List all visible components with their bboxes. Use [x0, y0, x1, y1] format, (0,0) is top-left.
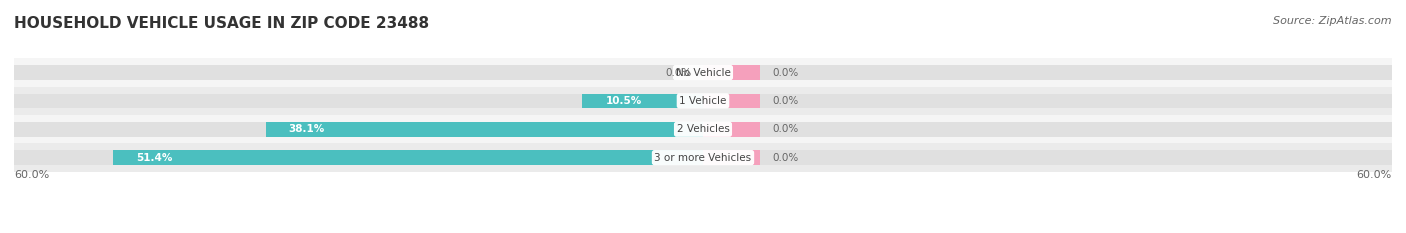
Bar [14, 65, 1392, 80]
Text: HOUSEHOLD VEHICLE USAGE IN ZIP CODE 23488: HOUSEHOLD VEHICLE USAGE IN ZIP CODE 2348… [14, 16, 429, 31]
Bar [14, 144, 1392, 172]
Text: 0.0%: 0.0% [772, 124, 799, 134]
Bar [14, 58, 1392, 87]
Bar [14, 93, 1392, 108]
Text: 1 Vehicle: 1 Vehicle [679, 96, 727, 106]
Text: 38.1%: 38.1% [288, 124, 325, 134]
Text: Source: ZipAtlas.com: Source: ZipAtlas.com [1274, 16, 1392, 26]
Text: 0.0%: 0.0% [772, 153, 799, 163]
Text: 51.4%: 51.4% [136, 153, 172, 163]
Text: 3 or more Vehicles: 3 or more Vehicles [654, 153, 752, 163]
Bar [112, 150, 703, 165]
Text: No Vehicle: No Vehicle [675, 68, 731, 78]
Bar [582, 93, 703, 108]
Bar [14, 115, 1392, 144]
Bar [703, 122, 761, 137]
Bar [703, 150, 761, 165]
Text: 60.0%: 60.0% [1357, 170, 1392, 180]
Text: 2 Vehicles: 2 Vehicles [676, 124, 730, 134]
Bar [703, 65, 761, 80]
Bar [14, 87, 1392, 115]
Text: 0.0%: 0.0% [772, 68, 799, 78]
Bar [14, 122, 1392, 137]
Bar [266, 122, 703, 137]
Text: 0.0%: 0.0% [665, 68, 692, 78]
Text: 60.0%: 60.0% [14, 170, 49, 180]
Bar [703, 93, 761, 108]
Bar [14, 150, 1392, 165]
Text: 0.0%: 0.0% [772, 96, 799, 106]
Text: 10.5%: 10.5% [606, 96, 641, 106]
